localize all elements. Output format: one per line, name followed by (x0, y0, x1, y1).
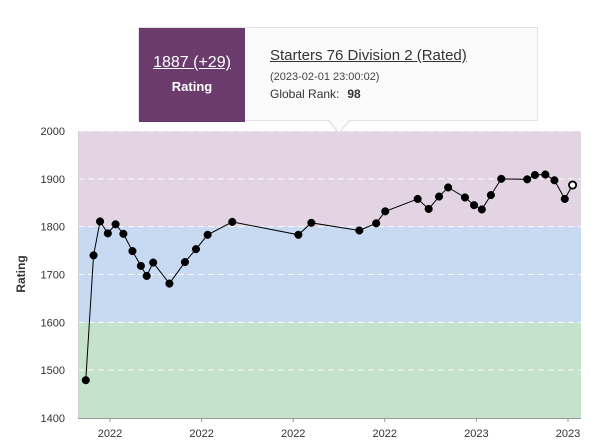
x-tick-label: 2022 (281, 428, 305, 440)
rating-point (424, 204, 433, 214)
rating-point (372, 219, 381, 228)
rating-point (111, 220, 120, 229)
rating-point (523, 175, 532, 184)
y-tick-label: 1900 (41, 174, 65, 186)
y-tick-label: 1800 (41, 222, 65, 234)
rating-point (81, 376, 90, 385)
y-tick-label: 1500 (41, 365, 65, 377)
rating-point (381, 207, 390, 216)
y-tick-label: 1700 (41, 270, 65, 282)
rating-point (413, 194, 422, 203)
y-tick-label: 1600 (41, 317, 65, 329)
y-axis-label: Rating (14, 255, 28, 292)
rating-point (550, 176, 559, 185)
rating-point (180, 258, 190, 267)
tooltip-rank-value: 98 (347, 87, 361, 101)
rating-point (228, 217, 237, 226)
tooltip-rank-label: Global Rank: (270, 87, 340, 101)
rating-point (460, 193, 470, 202)
x-tick-label: 2023 (556, 428, 580, 440)
x-tick-label: 2022 (189, 428, 213, 440)
rating-point (203, 230, 212, 239)
x-tick-label: 2023 (464, 428, 488, 440)
x-tick-labels: 2022 2022 2022 2022 2023 2023 (98, 418, 580, 440)
rating-point (469, 201, 479, 210)
rating-point (477, 205, 486, 214)
tooltip-rank-row: Global Rank: 98 (270, 87, 361, 101)
rating-point (560, 194, 569, 203)
contest-tooltip: 1887 (+29) Rating Starters 76 Division 2… (138, 27, 538, 122)
rating-point (119, 229, 128, 238)
rating-point (530, 170, 540, 180)
y-tick-label: 2000 (41, 126, 65, 138)
rating-point (294, 230, 303, 239)
x-tick-label: 2022 (98, 428, 122, 440)
rating-point (128, 247, 137, 256)
rating-point (486, 191, 495, 200)
rating-point (541, 170, 550, 179)
rating-point (355, 226, 364, 235)
rating-point (103, 229, 112, 238)
axes (78, 131, 581, 419)
rating-point (497, 174, 506, 183)
rating-points (81, 170, 578, 385)
rating-point (444, 183, 453, 192)
tooltip-arrow (329, 120, 349, 132)
rating-point (149, 258, 158, 267)
x-tick-label: 2022 (373, 428, 397, 440)
rating-point (89, 251, 98, 260)
y-tick-label: 1400 (41, 413, 65, 425)
tooltip-rating-caption: Rating (171, 79, 213, 94)
y-tick-labels: 1400 1500 1600 1700 1800 1900 2000 (41, 126, 65, 425)
rating-point (165, 279, 174, 288)
tooltip-rating-box: 1887 (+29) Rating (139, 28, 245, 122)
rating-point (434, 192, 444, 201)
tooltip-rating-value[interactable]: 1887 (+29) (153, 54, 231, 71)
rating-point (191, 245, 201, 254)
tooltip-contest-date: (2023-02-01 23:00:02) (270, 71, 380, 83)
rating-point (95, 217, 105, 226)
rating-point-selected (568, 180, 578, 190)
rating-point (307, 218, 316, 227)
tooltip-contest-name[interactable]: Starters 76 Division 2 (Rated) (270, 47, 467, 64)
rating-point (142, 271, 151, 280)
rating-point (136, 261, 145, 270)
